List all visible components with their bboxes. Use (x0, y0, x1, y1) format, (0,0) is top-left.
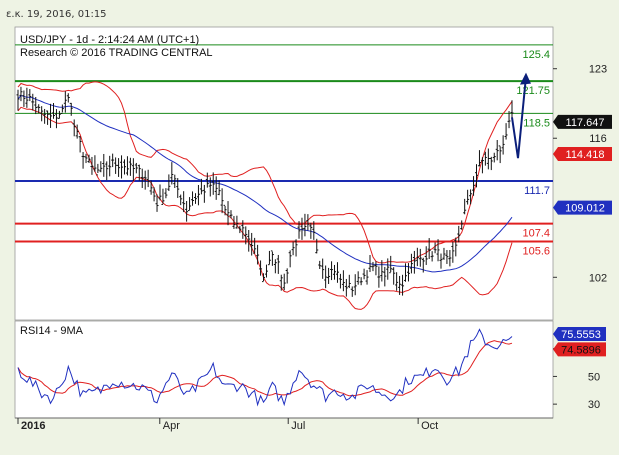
current-price-tag-label: 117.647 (566, 117, 605, 129)
price-tag-0: 114.418 (553, 146, 612, 161)
rsi-y-tick-label-1: 50 (588, 371, 600, 383)
level-label-1: 121.75 (516, 85, 550, 97)
rsi-tag-1: 74.5896 (553, 342, 606, 357)
price-tag-1-label: 109.012 (565, 203, 605, 215)
level-label-3: 111.7 (524, 185, 550, 197)
symbol-line: USD/JPY - 1d - 2:14:24 AM (UTC+1) (20, 34, 199, 46)
price-tag-1-bg (553, 200, 612, 215)
price-tag-1: 109.012 (553, 200, 612, 215)
rsi-line (17, 328, 513, 407)
moving-average (17, 94, 513, 273)
y-tick-label-2: 102 (589, 272, 607, 284)
x-tick-label-3: Oct (421, 420, 438, 432)
price-tag-0-label: 114.418 (566, 149, 605, 161)
research-line: Research © 2016 TRADING CENTRAL (20, 47, 213, 59)
price-tag-0-bg (553, 146, 612, 161)
current-price-tag: 117.647 (553, 114, 612, 129)
current-price-tag-bg (553, 114, 612, 129)
rsi-tag-0-label: 75.5553 (561, 329, 601, 341)
y-tick-label-1: 116 (589, 133, 607, 145)
level-label-0: 125.4 (522, 49, 550, 61)
datetime-stamp: ε.κ. 19, 2016, 01:15 (6, 9, 107, 20)
rsi-panel (14, 320, 554, 419)
rsi-tag-0: 75.5553 (553, 327, 606, 342)
level-label-5: 105.6 (522, 246, 550, 258)
rsi-y-tick-label-2: 30 (588, 399, 600, 411)
x-tick-label-0: 2016 (21, 420, 45, 432)
projection-path (511, 76, 527, 159)
rsi-title: RSI14 - 9MA (20, 325, 84, 337)
x-tick-label-2: Jul (291, 420, 305, 432)
rsi-tag-1-bg (553, 342, 606, 357)
price-panel (14, 26, 554, 321)
rsi-tag-0-bg (553, 327, 606, 342)
level-label-4: 107.4 (522, 228, 550, 240)
rsi-ma-line (17, 340, 513, 397)
rsi-tag-1-label: 74.5896 (561, 344, 601, 356)
x-tick-label-1: Apr (163, 420, 180, 432)
bollinger-lower (17, 106, 513, 310)
level-label-2: 118.5 (523, 117, 550, 129)
y-tick-label-0: 123 (589, 64, 607, 76)
projection-arrowhead (520, 72, 531, 85)
